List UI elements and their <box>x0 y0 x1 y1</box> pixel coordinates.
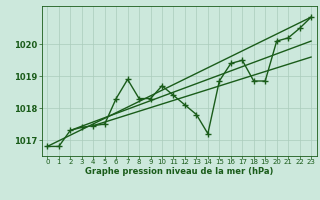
X-axis label: Graphe pression niveau de la mer (hPa): Graphe pression niveau de la mer (hPa) <box>85 167 273 176</box>
